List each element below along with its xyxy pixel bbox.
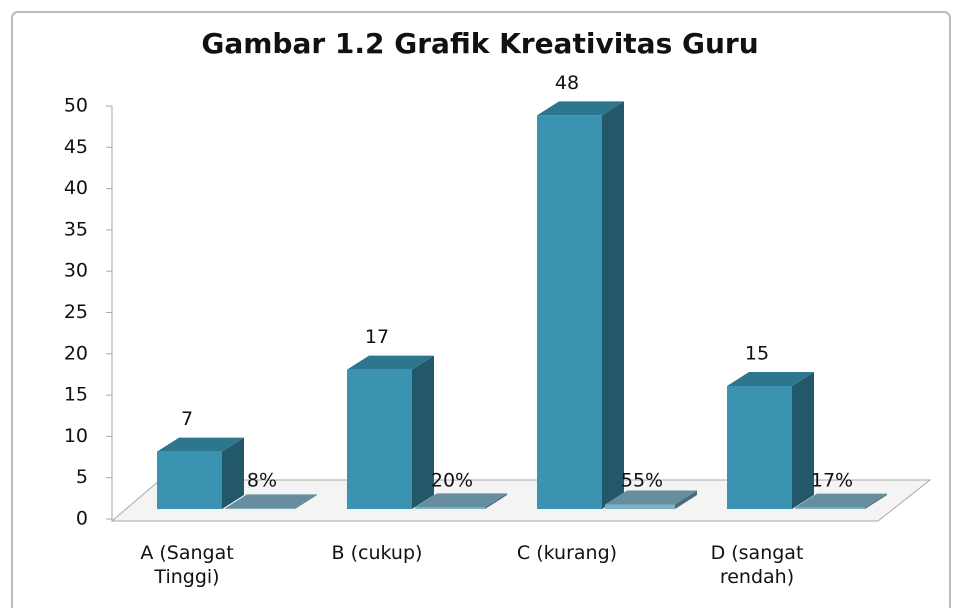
bar xyxy=(727,372,814,509)
floor xyxy=(110,479,932,522)
value-label: 8% xyxy=(247,470,277,492)
bar-face xyxy=(157,451,222,509)
y-tick-label: 0 xyxy=(76,508,88,530)
x-tick-label: A (Sangat Tinggi) xyxy=(140,542,234,588)
percent-bar-face xyxy=(605,504,675,509)
bar-face xyxy=(537,101,624,116)
y-tick-label: 35 xyxy=(64,218,88,240)
bar-face xyxy=(157,437,244,452)
y-tick-label: 25 xyxy=(64,301,88,323)
value-label: 55% xyxy=(621,470,663,492)
percent-bar-face xyxy=(415,507,485,509)
x-tick-label: D (sangat rendah) xyxy=(710,542,804,588)
y-tick-label: 45 xyxy=(64,136,88,158)
percent-bar xyxy=(605,490,697,509)
y-tick-label: 40 xyxy=(64,177,88,199)
percent-bar xyxy=(795,493,887,509)
percent-bar-face xyxy=(225,508,295,509)
bar-face xyxy=(727,372,814,386)
bar-face xyxy=(792,372,814,509)
y-tick-label: 50 xyxy=(64,95,88,117)
chart-border xyxy=(11,11,951,608)
percent-bar-face xyxy=(605,490,697,505)
value-label: 15 xyxy=(745,343,769,365)
y-tick-label: 10 xyxy=(64,425,88,447)
bar-face xyxy=(347,355,434,370)
bar xyxy=(347,355,434,509)
bar xyxy=(537,101,624,510)
bar-face xyxy=(537,115,602,510)
percent-bar xyxy=(415,493,507,509)
percent-bar-face xyxy=(415,493,507,508)
percent-bar-face xyxy=(485,493,507,509)
bar-face xyxy=(727,386,792,509)
value-label: 20% xyxy=(431,470,473,492)
percent-bar xyxy=(225,494,317,509)
y-tick-label: 20 xyxy=(64,342,88,364)
bar-face xyxy=(412,355,434,509)
percent-bar-face xyxy=(295,494,317,509)
bar-face xyxy=(347,369,412,509)
y-tick-label: 5 xyxy=(76,466,88,488)
x-tick-label: B (cukup) xyxy=(331,542,423,564)
percent-bar-face xyxy=(865,493,887,509)
value-label: 17% xyxy=(811,470,853,492)
y-tick-label: 15 xyxy=(64,384,88,406)
value-label: 48 xyxy=(555,72,579,94)
bar-face xyxy=(222,437,244,509)
percent-bar-face xyxy=(675,490,697,509)
bar-face xyxy=(602,101,624,510)
percent-bar-face xyxy=(225,494,317,509)
y-tick-label: 30 xyxy=(64,260,88,282)
chart-title: Gambar 1.2 Grafik Kreativitas Guru xyxy=(201,27,758,60)
value-label: 17 xyxy=(365,326,389,348)
x-tick-label: C (kurang) xyxy=(516,542,618,564)
value-label: 7 xyxy=(181,408,193,430)
percent-bar-face xyxy=(795,507,865,509)
bar xyxy=(157,437,244,509)
percent-bar-face xyxy=(795,493,887,508)
